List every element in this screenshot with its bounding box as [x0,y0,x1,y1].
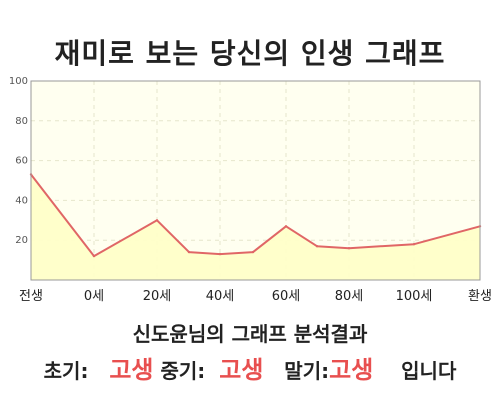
y-tick-label: 80 [15,116,28,127]
early-label: 초기: [43,359,89,383]
y-tick-label: 100 [9,76,28,87]
x-tick-label: 20세 [143,289,172,304]
data-point [92,254,96,258]
late-label: 말기: [284,359,330,383]
y-tick-label: 20 [15,235,28,246]
y-tick-label: 60 [15,156,28,167]
early-value: 고생 [109,356,154,384]
mid-value: 고생 [219,356,264,384]
data-point [218,252,222,256]
data-point [251,250,255,254]
late-value: 고생 [329,356,374,384]
data-point [187,250,191,254]
mid-label: 중기: [160,359,206,383]
x-tick-label: 환생 [468,289,492,304]
result-suffix: 입니다 [401,359,457,383]
x-tick-label: 40세 [206,289,235,304]
data-point [347,247,351,250]
y-tick-label: 40 [15,195,28,206]
x-tick-label: 0세 [84,289,104,304]
area-fill [31,174,480,280]
x-tick-label: 전생 [19,289,43,304]
x-tick-label: 60세 [272,289,301,304]
plot-border [30,80,481,281]
data-point [155,219,159,222]
x-tick-label: 100세 [396,289,433,304]
life-graph-chart: 20 40 60 80 100 전생 0세 20세 40세 60세 80세 100세 환생 [9,76,492,304]
analysis-result: 초기: 고생 중기: 고생 말기:고생 입니다 [0,350,500,385]
chart-title: 재미로 보는 당신의 인생 그래프 [54,37,446,70]
data-point [284,225,288,228]
data-point [412,243,416,246]
data-point [315,245,319,248]
x-tick-label: 80세 [335,289,364,304]
analysis-subtitle: 신도윤님의 그래프 분석결과 [132,322,368,346]
